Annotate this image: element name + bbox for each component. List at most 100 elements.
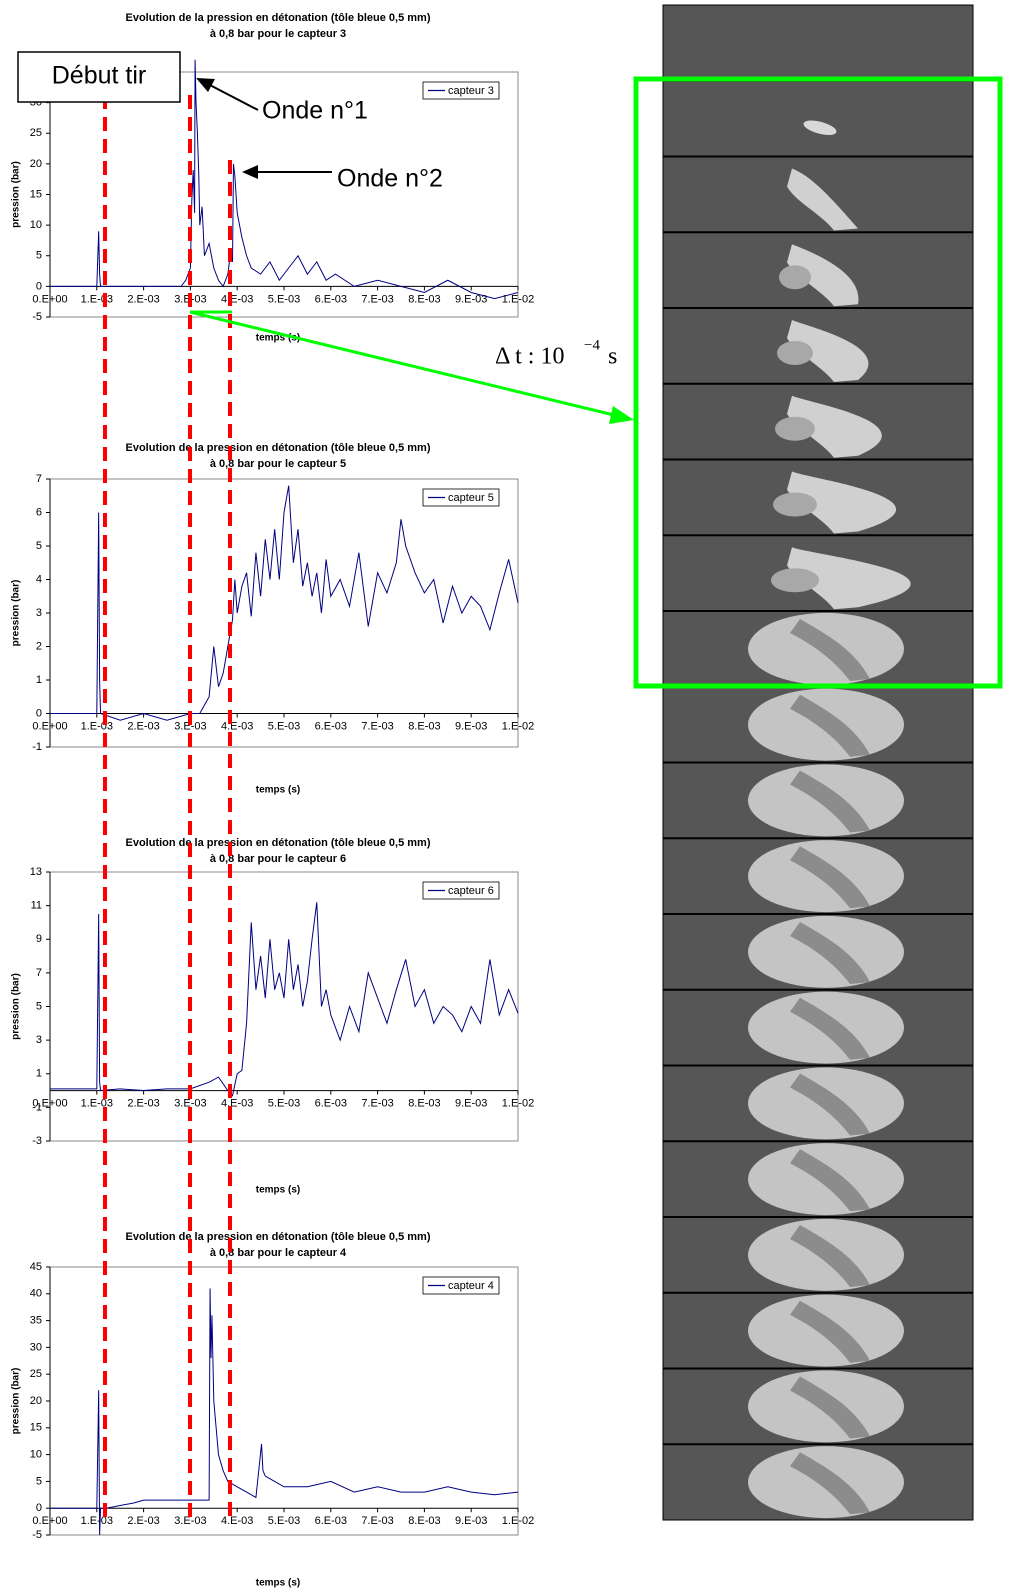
x-tick-label: 4.E-03 — [221, 1097, 253, 1109]
x-tick-label: 0.E+00 — [32, 1515, 67, 1527]
flame-core — [790, 694, 870, 757]
flame — [787, 471, 897, 534]
y-tick-label: -3 — [32, 1135, 42, 1147]
x-tick-label: 8.E-03 — [408, 1097, 440, 1109]
flame — [775, 416, 815, 441]
series-line — [50, 902, 519, 1097]
plot-area — [49, 1266, 519, 1536]
arrow — [189, 310, 619, 418]
chart-subtitle: à 0,8 bar pour le capteur 5 — [210, 458, 346, 470]
flame-core — [790, 1376, 870, 1439]
legend-box — [422, 488, 500, 507]
y-axis-label: pression (bar) — [11, 1368, 22, 1435]
x-tick-label: 8.E-03 — [408, 720, 440, 732]
y-tick-label: 25 — [30, 127, 42, 139]
arrow — [205, 82, 259, 111]
y-tick-label: -1 — [32, 741, 42, 753]
x-tick-label: 5.E-03 — [268, 1515, 300, 1527]
legend-box — [422, 1276, 500, 1295]
x-axis-label: temps (s) — [256, 785, 300, 796]
y-axis-label: pression (bar) — [11, 161, 22, 228]
y-tick-label: -5 — [32, 311, 42, 323]
flame — [787, 168, 858, 231]
x-tick-label: 4.E-03 — [221, 293, 253, 305]
highlight-box — [633, 76, 1003, 689]
annotation: Onde n°2 — [337, 165, 443, 193]
legend-label: capteur 5 — [448, 492, 494, 504]
x-tick-label: 3.E-03 — [174, 1515, 206, 1527]
y-tick-label: -5 — [32, 1529, 42, 1541]
x-tick-label: 6.E-03 — [315, 1097, 347, 1109]
x-tick-label: 0.E+00 — [32, 1097, 67, 1109]
y-tick-label: 11 — [31, 900, 42, 912]
x-tick-label: 7.E-03 — [361, 720, 393, 732]
y-tick-label: 15 — [30, 1422, 42, 1434]
x-tick-label: 6.E-03 — [315, 720, 347, 732]
y-tick-label: 45 — [30, 1261, 42, 1273]
y-tick-label: 25 — [30, 1368, 42, 1380]
x-tick-label: 1.E-03 — [81, 1097, 113, 1109]
arrow-head — [609, 406, 634, 424]
y-tick-label: 30 — [30, 1341, 42, 1353]
chart-title: Evolution de la pression en détonation (… — [126, 1231, 431, 1243]
chart-title: Evolution de la pression en détonation (… — [126, 12, 431, 24]
series-line — [50, 1288, 519, 1536]
x-axis-label: temps (s) — [256, 333, 300, 344]
x-axis-label: temps (s) — [256, 1185, 300, 1196]
flame — [803, 120, 837, 136]
y-tick-label: 5 — [36, 1000, 42, 1012]
x-tick-label: 2.E-03 — [127, 293, 159, 305]
interval-unit: s — [608, 344, 617, 370]
y-tick-label: 5 — [36, 1475, 42, 1487]
arrow-head — [242, 165, 258, 179]
x-tick-label: 5.E-03 — [268, 1097, 300, 1109]
x-tick-label: 7.E-03 — [361, 293, 393, 305]
x-tick-label: 8.E-03 — [408, 1515, 440, 1527]
flame-core — [790, 1073, 870, 1136]
flame — [771, 568, 819, 593]
flame — [777, 341, 813, 365]
x-axis-label: temps (s) — [256, 1578, 300, 1589]
marker-lines — [103, 95, 232, 1522]
y-tick-label: 15 — [30, 188, 42, 200]
chart-subtitle: à 0,8 bar pour le capteur 4 — [210, 1247, 347, 1259]
x-tick-label: 2.E-03 — [127, 720, 159, 732]
x-tick-label: 1.E-02 — [502, 1097, 534, 1109]
x-tick-label: 3.E-03 — [174, 1097, 206, 1109]
y-tick-label: 2 — [36, 640, 42, 652]
x-tick-label: 4.E-03 — [221, 720, 253, 732]
y-axis-label: pression (bar) — [11, 580, 22, 647]
x-tick-label: 9.E-03 — [455, 1097, 487, 1109]
x-tick-label: 5.E-03 — [268, 720, 300, 732]
flame-core — [790, 1149, 870, 1212]
y-tick-label: 10 — [30, 1449, 42, 1461]
x-tick-label: 0.E+00 — [32, 293, 67, 305]
flame-core — [790, 846, 870, 909]
y-axis-label: pression (bar) — [11, 973, 22, 1040]
x-tick-label: 1.E-03 — [81, 293, 113, 305]
chart-subtitle: à 0,8 bar pour le capteur 3 — [210, 28, 346, 40]
x-tick-label: 6.E-03 — [315, 1515, 347, 1527]
y-tick-label: 0 — [36, 1502, 42, 1514]
y-tick-label: 4 — [36, 573, 42, 585]
flame — [787, 320, 869, 382]
x-tick-label: 7.E-03 — [361, 1515, 393, 1527]
y-tick-label: 5 — [36, 540, 42, 552]
x-tick-label: 1.E-03 — [81, 1515, 113, 1527]
x-tick-label: 8.E-03 — [408, 293, 440, 305]
flame-core — [790, 619, 870, 681]
x-tick-label: 9.E-03 — [455, 293, 487, 305]
flame-core — [790, 922, 870, 984]
arrow-head — [196, 78, 215, 92]
y-tick-label: 10 — [30, 219, 42, 231]
interval-label: Δ t : 10 — [495, 344, 564, 370]
y-tick-label: 13 — [30, 866, 42, 878]
x-tick-label: 4.E-03 — [221, 1515, 253, 1527]
y-tick-label: 3 — [36, 607, 42, 619]
y-tick-label: -1 — [32, 1101, 42, 1113]
y-tick-label: 0 — [36, 280, 42, 292]
y-tick-label: 3 — [36, 1034, 42, 1046]
annotation: Onde n°1 — [262, 97, 368, 125]
chart-title: Evolution de la pression en détonation (… — [126, 442, 431, 454]
y-tick-label: 5 — [36, 250, 42, 262]
